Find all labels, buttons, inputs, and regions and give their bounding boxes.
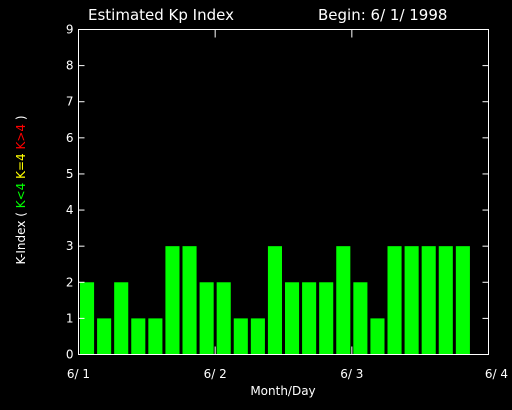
bar (182, 246, 197, 355)
y-tick-label: 7 (66, 95, 74, 109)
bar (387, 246, 402, 355)
bars-group (80, 246, 470, 355)
y-label-legend-item: K<4 (14, 179, 28, 208)
bar (165, 246, 180, 355)
y-tick-label: 1 (66, 311, 74, 325)
bar (80, 282, 95, 355)
bar (97, 318, 112, 355)
plot-frame (78, 29, 489, 355)
bar (455, 246, 470, 355)
x-axis: 6/ 1 6/ 2 6/ 3 6/ 4 (67, 29, 508, 381)
y-label-legend-item: K=4 (14, 150, 28, 179)
y-tick-label: 3 (66, 239, 74, 253)
bar (250, 318, 265, 355)
y-tick-label: 5 (66, 167, 74, 181)
y-tick-label: 4 (66, 203, 74, 217)
y-axis-label: K-Index ( K<4 K=4 K>4 ) (14, 115, 28, 264)
x-tick-label: 6/ 2 (204, 367, 227, 381)
bar (319, 282, 334, 355)
bar (438, 246, 453, 355)
bar (421, 246, 436, 355)
y-tick-label: 2 (66, 275, 74, 289)
chart-title: Estimated Kp Index (88, 6, 234, 24)
bar (336, 246, 351, 355)
y-label-legend-item: K>4 (14, 120, 28, 149)
bar (114, 282, 129, 355)
y-tick-label: 6 (66, 131, 74, 145)
y-tick-label: 9 (66, 23, 74, 37)
bar (131, 318, 146, 355)
bar (148, 318, 163, 355)
x-axis-label: Month/Day (250, 384, 315, 398)
bar (285, 282, 300, 355)
bar (404, 246, 419, 355)
x-tick-label: 6/ 1 (67, 367, 90, 381)
bar (216, 282, 231, 355)
chart-subtitle: Begin: 6/ 1/ 1998 (318, 6, 447, 24)
y-label-suffix: ) (14, 115, 28, 120)
bar (267, 246, 282, 355)
x-tick-label: 6/ 4 (485, 367, 508, 381)
bar (233, 318, 248, 355)
y-axis: 0 1 2 3 4 5 6 7 8 9 (66, 23, 489, 362)
y-label-prefix: K-Index ( (14, 208, 28, 264)
bar (370, 318, 385, 355)
y-tick-label: 0 (66, 348, 74, 362)
bar (353, 282, 368, 355)
x-tick-label: 6/ 3 (340, 367, 363, 381)
bar (302, 282, 317, 355)
y-tick-label: 8 (66, 59, 74, 73)
bar (199, 282, 214, 355)
